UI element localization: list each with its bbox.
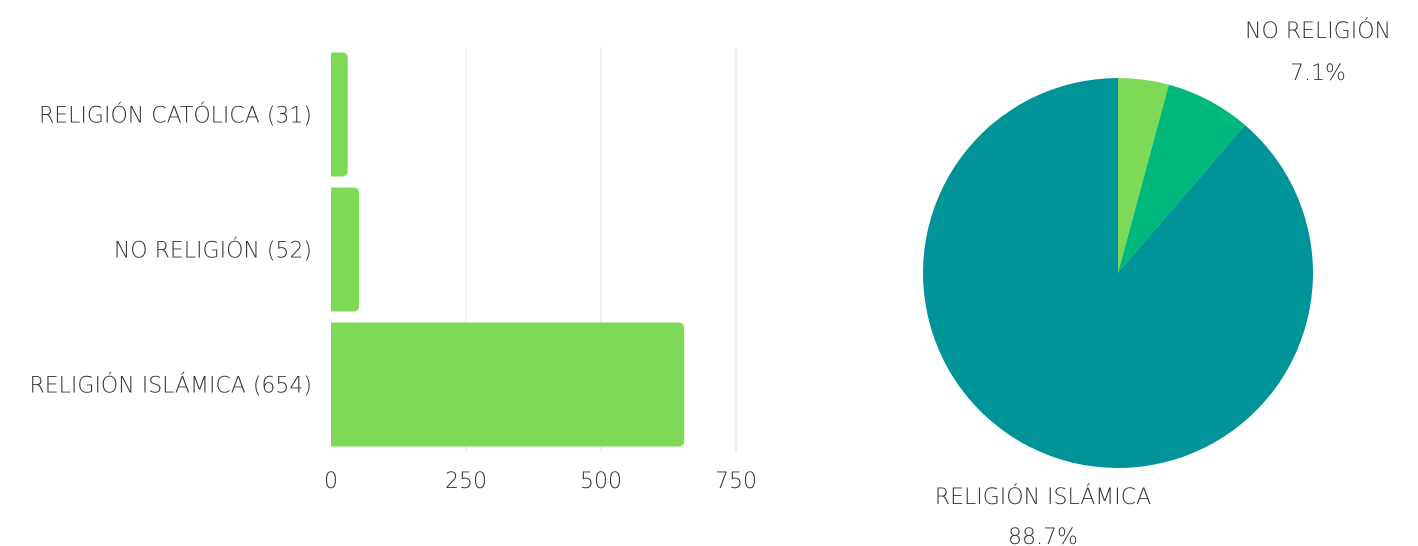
category-label-islamica: RELIGIÓN ISLÁMICA (654) <box>29 373 312 399</box>
pie-slice-catolica <box>1118 78 1169 273</box>
bar-x-tick-labels: 0 250 500 750 <box>324 469 757 494</box>
pie-slice-no <box>1118 84 1246 273</box>
category-label-catolica: RELIGIÓN CATÓLICA (31) <box>39 103 312 129</box>
bar-0 <box>331 52 348 177</box>
bars <box>331 52 685 447</box>
pie-label-islamica: RELIGIÓN ISLÁMICA <box>935 484 1151 510</box>
pie-label-no-religion: NO RELIGIÓN <box>1245 18 1391 44</box>
bar-chart: 0 250 500 750 RELIGIÓN CATÓLICA (31) NO … <box>29 47 757 494</box>
x-tick-label-750: 750 <box>715 469 757 494</box>
bar-2 <box>331 322 685 447</box>
pie-chart: NO RELIGIÓN 7.1% RELIGIÓN ISLÁMICA 88.7% <box>923 18 1391 546</box>
x-tick-label-250: 250 <box>445 469 487 494</box>
bar-category-labels: RELIGIÓN CATÓLICA (31) NO RELIGIÓN (52) … <box>29 103 312 399</box>
x-tick-label-500: 500 <box>580 469 622 494</box>
x-tick-label-0: 0 <box>324 469 338 494</box>
pie-slices <box>923 78 1313 468</box>
category-label-no-religion: NO RELIGIÓN (52) <box>114 238 312 264</box>
pie-pct-no-religion: 7.1% <box>1290 61 1346 86</box>
bar-1 <box>331 187 360 312</box>
pie-pct-islamica: 88.7% <box>1008 525 1078 546</box>
pie-slice-islamica <box>923 78 1313 468</box>
